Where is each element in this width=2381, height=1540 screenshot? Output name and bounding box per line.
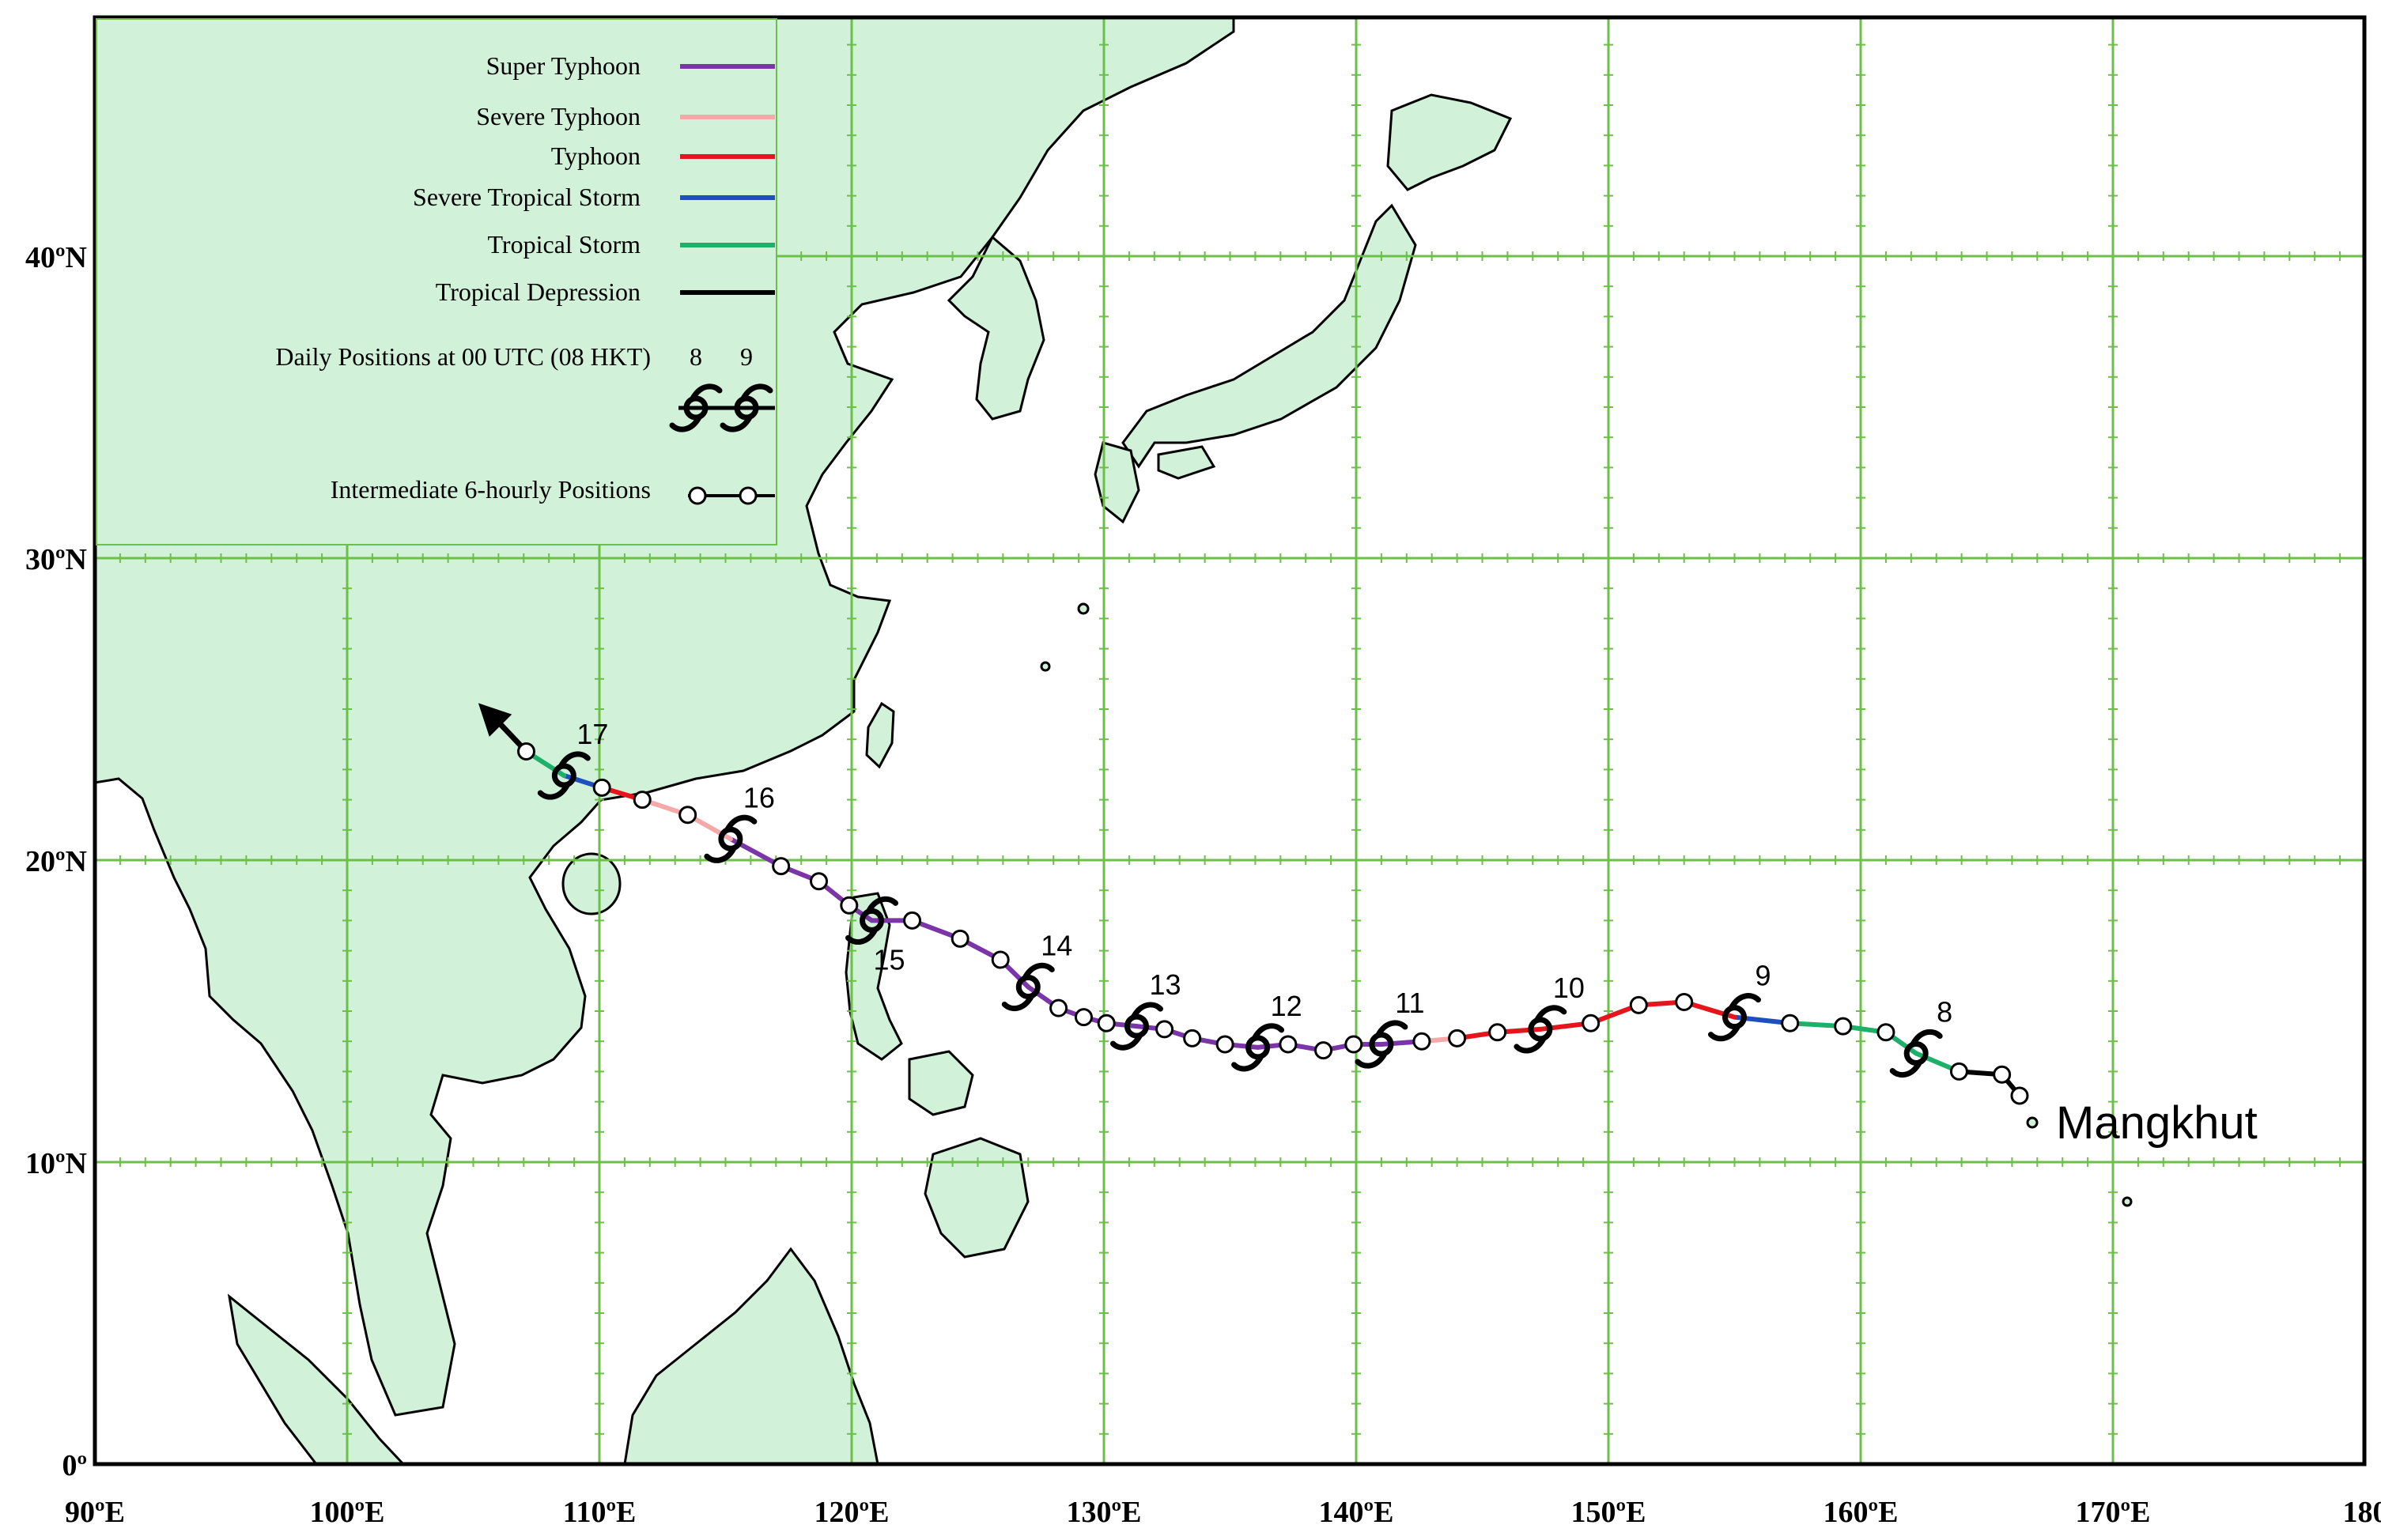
intermediate-position-dot	[1675, 993, 1694, 1012]
intermediate-position-dot	[1993, 1065, 2012, 1084]
intermediate-position-dot	[1949, 1062, 1968, 1081]
daily-position-label: 15	[873, 943, 905, 976]
daily-position-label: 13	[1149, 968, 1181, 1001]
legend-item-label: Tropical Depression	[436, 277, 641, 306]
daily-position-label: 17	[576, 718, 608, 750]
intermediate-position-dot	[1488, 1023, 1507, 1042]
land-taiwan	[865, 701, 895, 769]
intermediate-position-dot	[1097, 1013, 1116, 1032]
intermediate-position-dot	[1074, 1008, 1093, 1027]
legend-daily-sample-2: 9	[740, 342, 753, 371]
lat-tick-label: 40ºN	[25, 241, 87, 274]
intermediate-position-dot	[1582, 1013, 1601, 1032]
island-sulawesi	[1028, 1482, 1036, 1490]
lon-tick-label: 90ºE	[65, 1496, 125, 1529]
lon-tick-label: 100ºE	[310, 1496, 385, 1529]
island-marshall	[2026, 1116, 2039, 1129]
lon-tick-label: 130ºE	[1067, 1496, 1142, 1529]
storm-track-points: 8 9 10 11 12 13 14 15 16 17	[516, 718, 2029, 1105]
lon-tick-label: 160ºE	[1824, 1496, 1899, 1529]
daily-position-label: 8	[1937, 995, 1952, 1028]
legend-daily-label: Daily Positions at 00 UTC (08 HKT)	[275, 342, 651, 371]
intermediate-position-dot	[1279, 1035, 1298, 1054]
intermediate-position-dot	[678, 806, 697, 825]
land-visayas	[908, 1050, 974, 1116]
island-kiribati	[2122, 1196, 2133, 1207]
legend-item-label: Severe Tropical Storm	[413, 183, 641, 211]
land-luzon	[845, 892, 903, 1061]
legend-item-label: Severe Typhoon	[476, 102, 641, 130]
legend-item-label: Typhoon	[551, 142, 641, 170]
track-arrowhead	[478, 703, 512, 737]
intermediate-position-dot	[991, 950, 1010, 969]
intermediate-position-dot	[2010, 1086, 2029, 1105]
legend-daily-sample-1: 8	[690, 342, 702, 371]
lon-tick-label: 110ºE	[563, 1496, 637, 1529]
intermediate-position-dot	[1629, 995, 1648, 1014]
daily-position-label: 11	[1395, 987, 1424, 1019]
intermediate-position-dot	[1155, 1020, 1174, 1039]
lon-tick-label: 180	[2343, 1496, 2381, 1529]
land-korea	[947, 235, 1045, 421]
island-ryukyu	[1077, 602, 1090, 615]
lat-tick-label: 10ºN	[25, 1147, 87, 1180]
lat-tick-label: 30ºN	[25, 543, 87, 576]
intermediate-position-dot	[1344, 1035, 1363, 1054]
daily-position-label: 12	[1271, 990, 1302, 1022]
intermediate-position-dot	[1876, 1023, 1895, 1042]
lon-tick-label: 150ºE	[1571, 1496, 1646, 1529]
daily-position-label: 16	[743, 781, 775, 813]
legend-item-label: Super Typhoon	[486, 51, 641, 80]
land-shikoku	[1157, 445, 1216, 480]
axis-labels: 90ºE 100ºE 110ºE 120ºE 130ºE 140ºE 150ºE 160ºE 1…	[25, 241, 2381, 1529]
island-okinawa	[1040, 661, 1051, 672]
intermediate-position-dot	[1834, 1017, 1853, 1036]
land-sumatra	[227, 1293, 406, 1464]
intermediate-position-dot	[951, 929, 969, 948]
daily-position-label: 9	[1755, 960, 1771, 992]
lat-tick-label: 0º	[62, 1449, 87, 1482]
intermediate-position-dot	[1049, 998, 1068, 1017]
intermediate-position-dot	[592, 778, 611, 797]
daily-position-label: 14	[1041, 929, 1072, 961]
legend-intermediate-label: Intermediate 6-hourly Positions	[331, 475, 651, 504]
intermediate-position-dot	[1215, 1035, 1234, 1054]
intermediate-position-dot	[1448, 1029, 1467, 1047]
land-hokkaido	[1386, 93, 1513, 191]
legend-box	[96, 18, 777, 545]
intermediate-position-dot	[633, 791, 652, 810]
intermediate-position-dot	[772, 857, 791, 876]
intermediate-position-dot	[1314, 1041, 1333, 1060]
intermediate-position-dot	[840, 896, 859, 915]
land-mindanao	[924, 1137, 1030, 1259]
intermediate-position-dot	[1412, 1032, 1431, 1051]
legend-item-label: Tropical Storm	[488, 230, 641, 259]
lon-tick-label: 170ºE	[2076, 1496, 2151, 1529]
lon-tick-label: 140ºE	[1319, 1496, 1394, 1529]
intermediate-position-dot	[1781, 1013, 1800, 1032]
legend: Super Typhoon Severe Typhoon Typhoon Severe…	[96, 18, 777, 545]
map-border	[93, 15, 2367, 1466]
legend-intermediate-dot-2	[739, 486, 758, 505]
intermediate-position-dot	[1183, 1029, 1202, 1047]
legend-intermediate-dot-1	[688, 486, 707, 505]
storm-name-label: Mangkhut	[2056, 1097, 2258, 1149]
land-borneo	[623, 1247, 879, 1464]
lon-tick-label: 120ºE	[814, 1496, 890, 1529]
intermediate-position-dot	[903, 911, 922, 930]
land-hainan	[561, 852, 622, 915]
lat-tick-label: 20ºN	[25, 845, 87, 878]
intermediate-position-dot	[810, 872, 829, 891]
land-kyushu	[1094, 441, 1140, 524]
daily-position-label: 10	[1553, 972, 1585, 1004]
intermediate-position-dot	[516, 742, 535, 761]
